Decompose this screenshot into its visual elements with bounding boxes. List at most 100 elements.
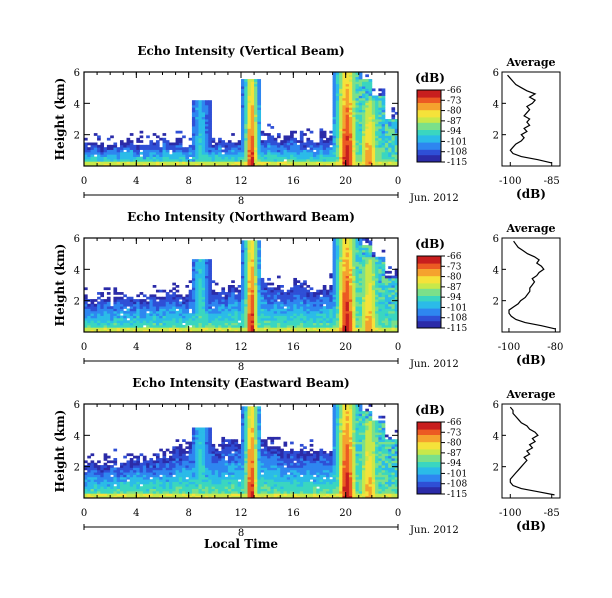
heatmap-cell	[208, 142, 212, 146]
heatmap-cell	[332, 308, 337, 312]
heatmap-cell	[365, 116, 369, 120]
heatmap-cell	[244, 324, 248, 328]
heatmap-cell	[378, 133, 383, 136]
heatmap-cell	[296, 280, 301, 284]
heatmap-cell	[375, 104, 379, 108]
heatmap-cell	[286, 324, 291, 328]
heatmap-cell	[273, 137, 278, 141]
heatmap-cell	[224, 299, 229, 302]
heatmap-cell	[375, 130, 379, 134]
heatmap-cell	[165, 448, 170, 452]
heatmap-cell	[388, 151, 392, 155]
heatmap-cell	[241, 154, 245, 157]
heatmap-cell	[381, 111, 386, 115]
heatmap-cell	[254, 104, 258, 108]
heatmap-cell	[247, 81, 252, 85]
heatmap-cell	[332, 158, 337, 162]
x-tick-label: 8	[185, 342, 191, 353]
heatmap-cell	[257, 119, 262, 122]
heatmap-cell	[198, 483, 203, 487]
heatmap-cell	[116, 315, 121, 319]
heatmap-cell	[335, 133, 340, 136]
heatmap-cell	[352, 163, 356, 167]
colorbar-segment	[417, 127, 441, 130]
heatmap-cell	[136, 490, 140, 494]
heatmap-cell	[296, 161, 301, 165]
heatmap-cell	[110, 313, 114, 316]
heatmap-cell	[384, 142, 389, 146]
heatmap-cell	[280, 310, 284, 314]
heatmap-cell	[276, 289, 281, 293]
heatmap-cell	[388, 128, 392, 132]
heatmap-cell	[93, 147, 98, 150]
heatmap-cell	[293, 289, 297, 293]
heatmap-cell	[113, 322, 118, 326]
heatmap-cell	[345, 100, 350, 103]
heatmap-cell	[191, 486, 196, 489]
heatmap-cell	[332, 156, 337, 160]
heatmap-cell	[335, 88, 340, 92]
date-label: Jun. 2012	[409, 193, 459, 204]
heatmap-cell	[241, 121, 245, 125]
heatmap-cell	[191, 317, 196, 321]
heatmap-cell	[342, 142, 347, 146]
heatmap-cell	[169, 460, 173, 464]
heatmap-cell	[368, 266, 373, 269]
heatmap-cell	[335, 121, 340, 125]
heatmap-cell	[352, 273, 356, 276]
heatmap-cell	[394, 111, 399, 115]
heatmap-cell	[257, 299, 262, 302]
heatmap-cell	[136, 467, 140, 471]
heatmap-cell	[195, 282, 199, 286]
heatmap-cell	[123, 329, 127, 333]
heatmap-cell	[244, 119, 248, 122]
colorbar-tick-label: -94	[447, 127, 462, 137]
heatmap-cell	[326, 317, 330, 321]
heatmap-cell	[198, 315, 203, 319]
heatmap-cell	[195, 266, 199, 269]
heatmap-cell	[185, 308, 190, 312]
heatmap-cell	[254, 95, 258, 99]
heatmap-cell	[208, 322, 212, 326]
heatmap-cell	[178, 481, 183, 485]
heatmap-cell	[394, 287, 399, 291]
heatmap-cell	[303, 317, 307, 321]
heatmap-cell	[182, 476, 186, 480]
heatmap-cell	[316, 317, 320, 321]
heatmap-cell	[195, 427, 199, 431]
heatmap-cell	[378, 292, 383, 295]
heatmap-cell	[345, 317, 350, 321]
heatmap-cell	[87, 142, 91, 146]
heatmap-cell	[185, 151, 190, 155]
heatmap-cell	[391, 285, 396, 288]
heatmap-cell	[195, 280, 199, 284]
heatmap-cell	[352, 161, 356, 165]
heatmap-cell	[214, 151, 219, 155]
heatmap-cell	[342, 324, 347, 328]
heatmap-cell	[267, 294, 271, 298]
heatmap-cell	[129, 156, 134, 160]
heatmap-cell	[198, 275, 203, 279]
heatmap-cell	[162, 158, 167, 162]
heatmap-cell	[103, 163, 108, 167]
heatmap-cell	[342, 289, 347, 293]
heatmap-cell	[224, 144, 229, 148]
heatmap-cell	[345, 287, 350, 291]
heatmap-cell	[362, 116, 366, 120]
heatmap-cell	[129, 147, 134, 150]
heatmap-cell	[312, 317, 317, 321]
average-line	[507, 74, 552, 164]
heatmap-cell	[378, 109, 383, 113]
heatmap-cell	[332, 292, 337, 295]
heatmap-cell	[394, 273, 399, 276]
heatmap-cell	[155, 465, 160, 468]
heatmap-cell	[299, 315, 304, 319]
heatmap-cell	[195, 441, 199, 445]
heatmap-cell	[345, 76, 350, 80]
heatmap-cell	[198, 161, 203, 165]
heatmap-cell	[332, 273, 337, 276]
heatmap-cell	[244, 100, 248, 103]
heatmap-cell	[119, 299, 124, 302]
heatmap-cell	[149, 490, 154, 494]
